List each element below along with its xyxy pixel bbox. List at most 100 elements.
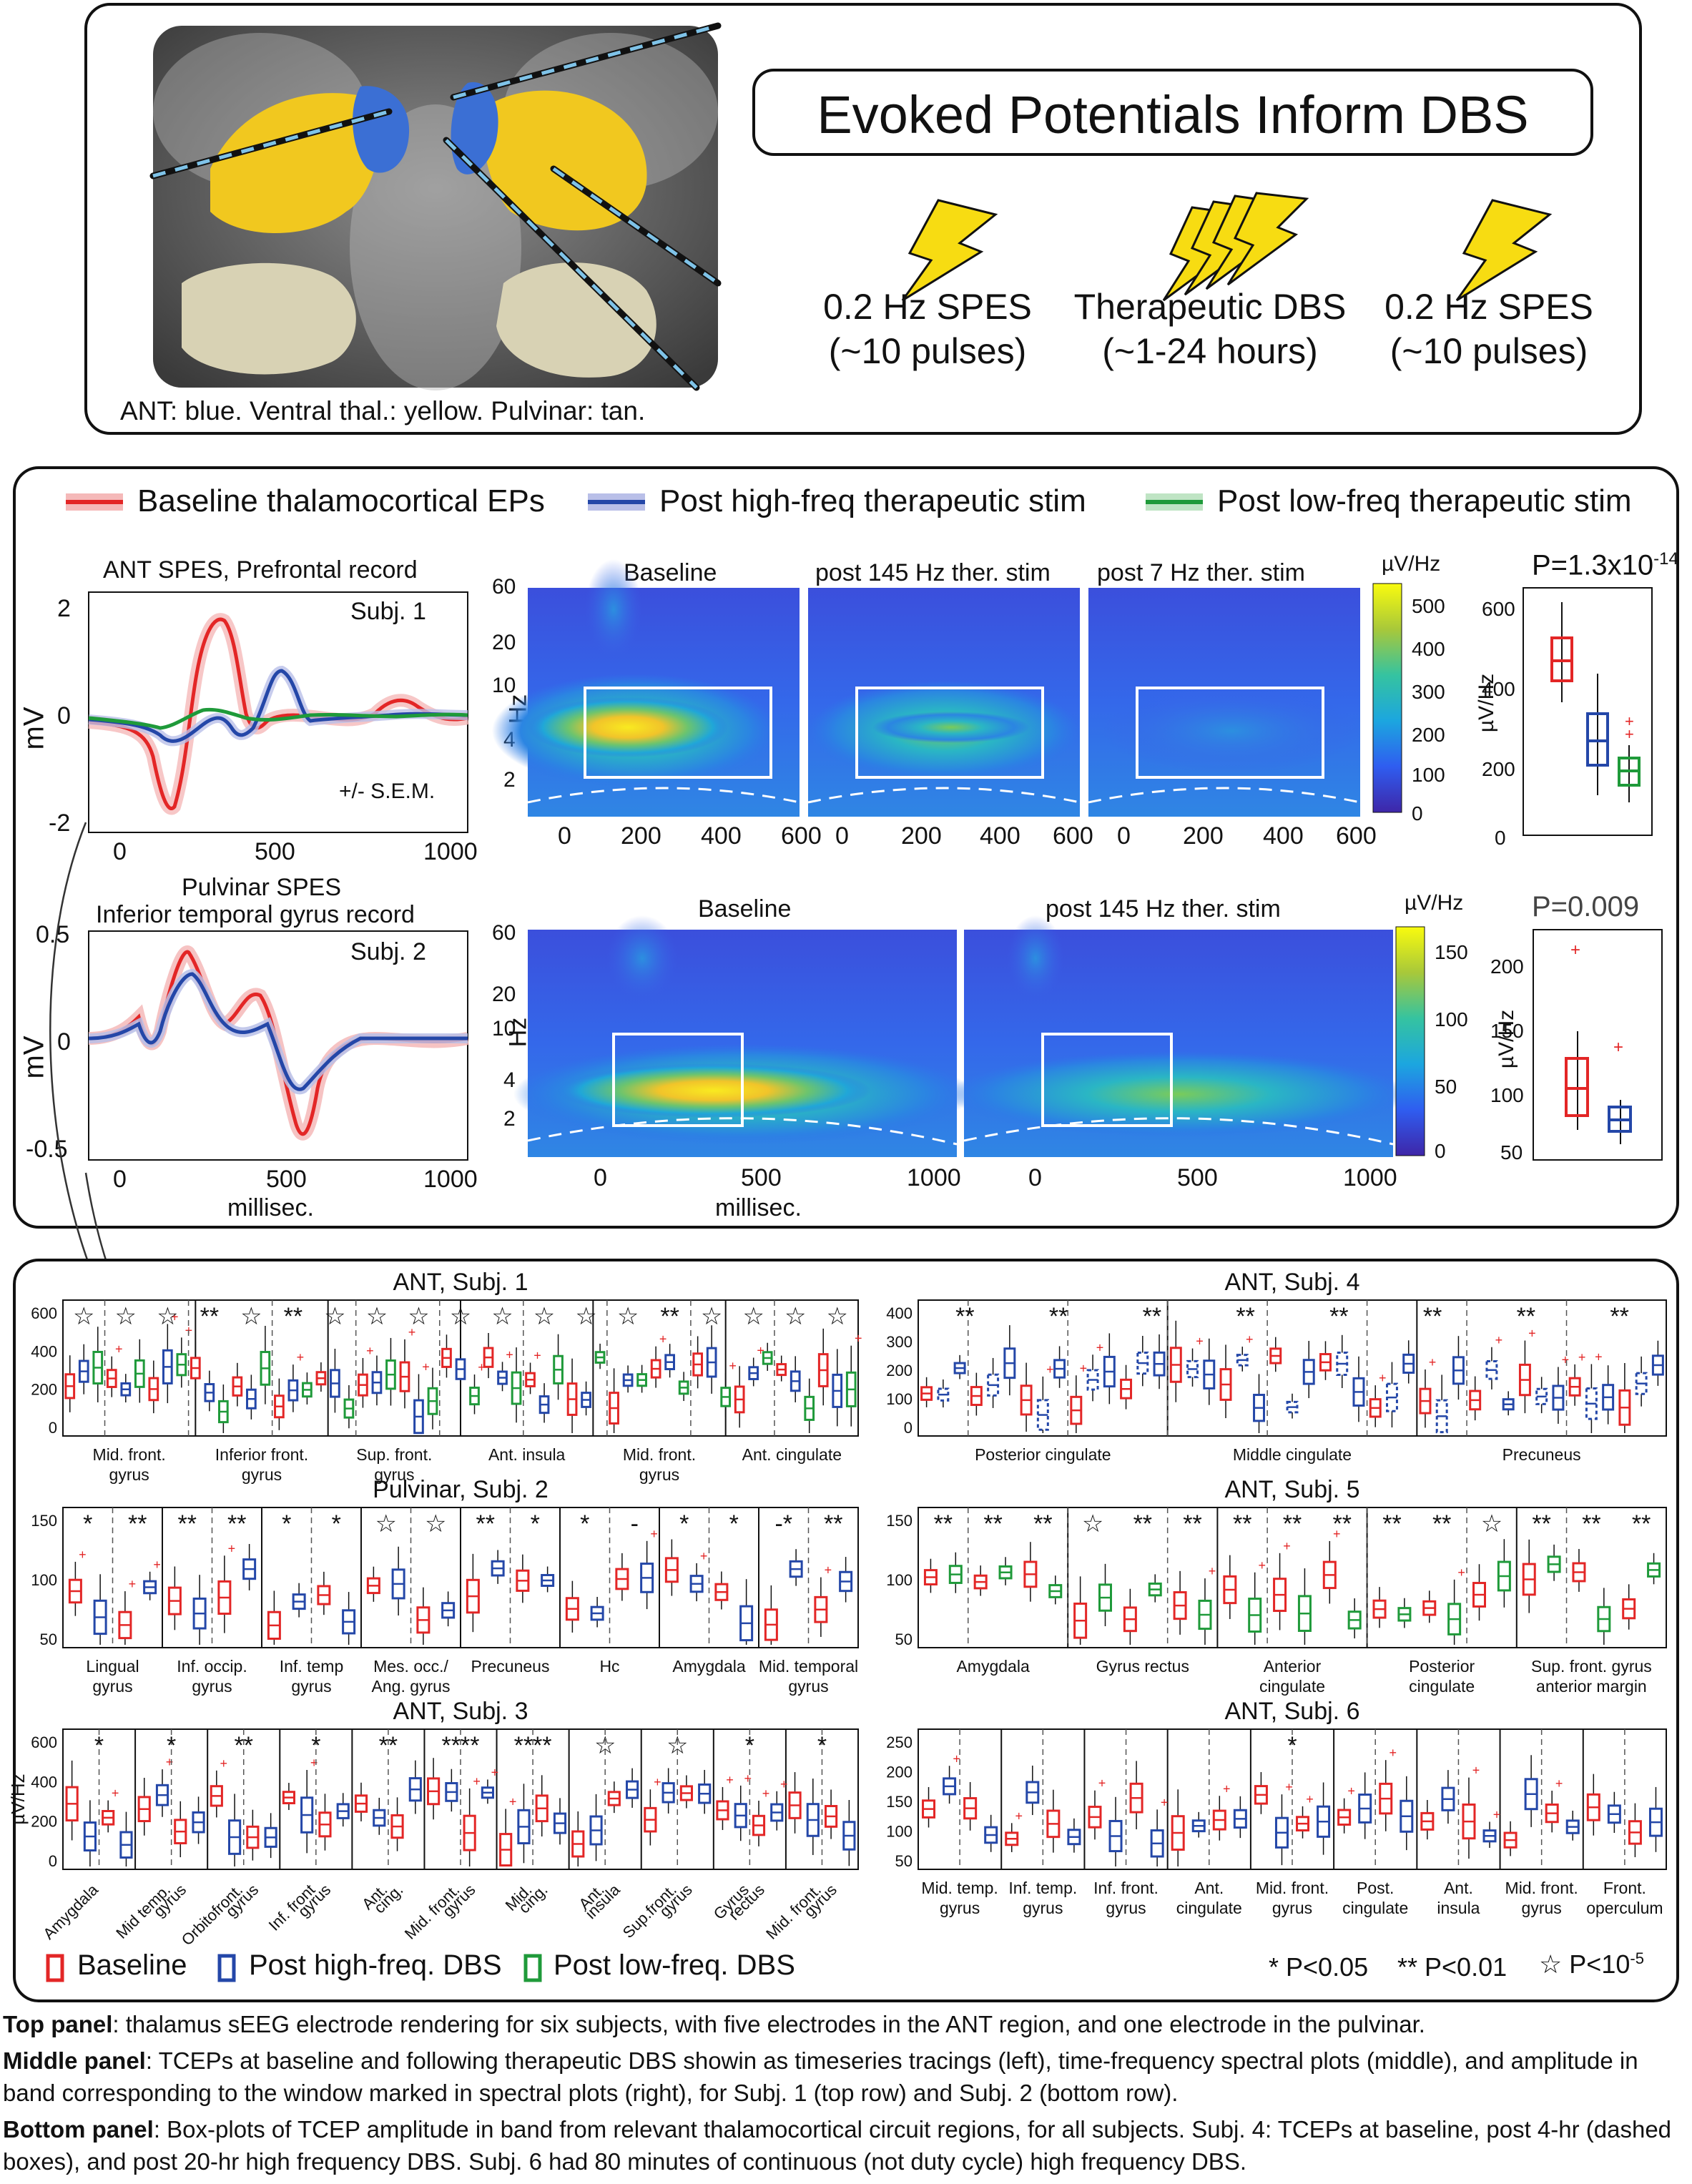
tf2b-title: post 145 Hz ther. stim <box>1046 895 1281 923</box>
region-label: Mid. front. <box>1256 1879 1329 1897</box>
outlier-mark: + <box>1098 1776 1106 1791</box>
star-icon: ☆ <box>115 1303 137 1330</box>
outlier-mark: + <box>1562 1352 1570 1367</box>
region-label: Inf. occip. <box>177 1657 247 1676</box>
outlier-mark: + <box>422 1360 430 1374</box>
region-label: Mes. occ./ <box>373 1657 448 1676</box>
outlier-mark: + <box>1379 1371 1387 1385</box>
legend-swatch-low <box>1146 493 1203 511</box>
legend-swatch-high <box>588 493 645 511</box>
outlier-mark: + <box>1283 1539 1291 1553</box>
outlier-mark: + <box>729 1359 737 1373</box>
star-icon: ☆ <box>826 1303 847 1330</box>
outlier-mark: + <box>533 1349 541 1363</box>
star-icon: ☆ <box>742 1303 764 1330</box>
region-label: Inferior front. <box>215 1445 308 1464</box>
ep2-title-1: Pulvinar SPES <box>182 874 341 901</box>
bottom-legend: Baseline Post high-freq. DBS Post low-fr… <box>46 1949 904 1987</box>
outlier-mark: + <box>408 1325 416 1339</box>
significance-mark: - <box>631 1510 639 1538</box>
significance-mark: * <box>167 1732 176 1759</box>
outlier-mark: + <box>115 1342 123 1357</box>
star-icon: ☆ <box>375 1510 397 1538</box>
title-box: Evoked Potentials Inform DBS <box>752 69 1593 156</box>
significance-mark: ** <box>200 1303 219 1330</box>
outlier-mark: + <box>1046 1362 1054 1377</box>
star-icon: ☆ <box>1539 1949 1563 1979</box>
ep2-plot <box>88 930 469 1161</box>
legend-label-high: Post high-freq therapeutic stim <box>659 483 1086 518</box>
tf1-ytick: 10 <box>492 674 516 697</box>
ep2-ytick: 0.5 <box>36 921 70 948</box>
boxplot-ytick: 200 <box>31 1813 57 1831</box>
boxplot-ytick: 50 <box>40 1630 57 1648</box>
box2-ytick: 50 <box>1500 1141 1523 1164</box>
boxplot-ytick: 400 <box>31 1342 57 1360</box>
boxplot-ytick: 0 <box>49 1419 57 1437</box>
tf1-xtick: 600 <box>1053 822 1093 850</box>
region-label: Amygdala <box>956 1657 1029 1676</box>
cbar1-tick: 400 <box>1412 638 1445 660</box>
outlier-mark: + <box>171 1309 179 1324</box>
significance-mark: * <box>83 1510 92 1538</box>
region-label: insula <box>1437 1899 1480 1917</box>
star-icon: ☆ <box>1082 1510 1103 1538</box>
region-label: gyrus <box>242 1465 282 1484</box>
significance-mark: ** <box>178 1510 197 1538</box>
outlier-mark: + <box>1555 1776 1563 1791</box>
boxplot-ylabel: µV/Hz <box>7 1774 29 1824</box>
significance-mark: ** <box>234 1732 252 1759</box>
sig-legend-2: ** P<0.01 <box>1397 1952 1507 1982</box>
outlier-mark: + <box>491 1765 499 1779</box>
significance-mark: ** <box>1329 1303 1348 1330</box>
star-icon: ☆ <box>1481 1510 1502 1538</box>
ep1-plot <box>88 591 469 833</box>
region-label: Ant. cingulate <box>742 1445 842 1464</box>
ep1-xtick: 0 <box>113 838 127 865</box>
region-label: gyrus <box>291 1677 331 1696</box>
significance-mark: ** <box>1632 1510 1651 1538</box>
tf1-xtick: 200 <box>901 822 942 850</box>
boxplot-title: ANT, Subj. 5 <box>1225 1476 1360 1503</box>
ep2-xtick: 0 <box>113 1166 127 1193</box>
cbar2-tick: 100 <box>1435 1008 1468 1030</box>
ep1-trace-low <box>88 707 468 730</box>
outlier-mark: + <box>757 1344 764 1358</box>
step-1-line1: 0.2 Hz SPES <box>823 287 1032 327</box>
significance-mark: ** <box>1143 1303 1161 1330</box>
tf2b-map <box>950 915 1407 1157</box>
tf2-xtick: 500 <box>741 1164 782 1191</box>
tf2-ytick: 2 <box>503 1107 516 1131</box>
tf1-xtick: 600 <box>1336 822 1377 850</box>
outlier-mark: + <box>1196 1334 1204 1349</box>
significance-mark: ** <box>1283 1510 1302 1538</box>
multi-bolt-icon <box>1162 192 1309 302</box>
tf2-xtick: 0 <box>1028 1164 1042 1191</box>
significance-mark: * <box>580 1510 589 1538</box>
significance-mark: ** <box>983 1510 1002 1538</box>
outlier-mark: + <box>297 1350 305 1364</box>
tf1-ytick: 20 <box>492 631 516 654</box>
tf1a-title: Baseline <box>624 559 717 586</box>
region-label: Mid. temp. <box>921 1879 998 1897</box>
boxplot-s6: ANT, Subj. 6 250 200 150 100 50 Mid. temp. gyru… <box>886 1698 1667 1917</box>
boxplot-s5: ANT, Subj. 5 150 100 50 Amygdala Gyrus rectus… <box>886 1476 1667 1696</box>
outlier-mark: + <box>1161 1795 1169 1809</box>
boxplot-ytick: 300 <box>886 1333 913 1351</box>
outlier-mark: + <box>780 1777 788 1791</box>
svg-text:+: + <box>1613 1038 1623 1057</box>
step-3-line2: (~10 pulses) <box>1389 331 1588 371</box>
pulvinar-right <box>496 262 656 378</box>
star-icon: ☆ <box>450 1303 471 1330</box>
outlier-mark: + <box>228 1541 236 1555</box>
outlier-mark: + <box>1595 1349 1603 1364</box>
outlier-mark: + <box>855 1332 862 1346</box>
tf1-ytick: 60 <box>492 575 516 599</box>
cbar1-tick: 200 <box>1412 724 1445 746</box>
step-2-line2: (~1-24 hours) <box>1102 331 1318 371</box>
top-caption: ANT: blue. Ventral thal.: yellow. Pulvin… <box>120 396 646 426</box>
legend-box-baseline <box>46 1954 64 1982</box>
significance-mark: * <box>94 1732 104 1759</box>
box1-ytick: 600 <box>1482 598 1515 620</box>
